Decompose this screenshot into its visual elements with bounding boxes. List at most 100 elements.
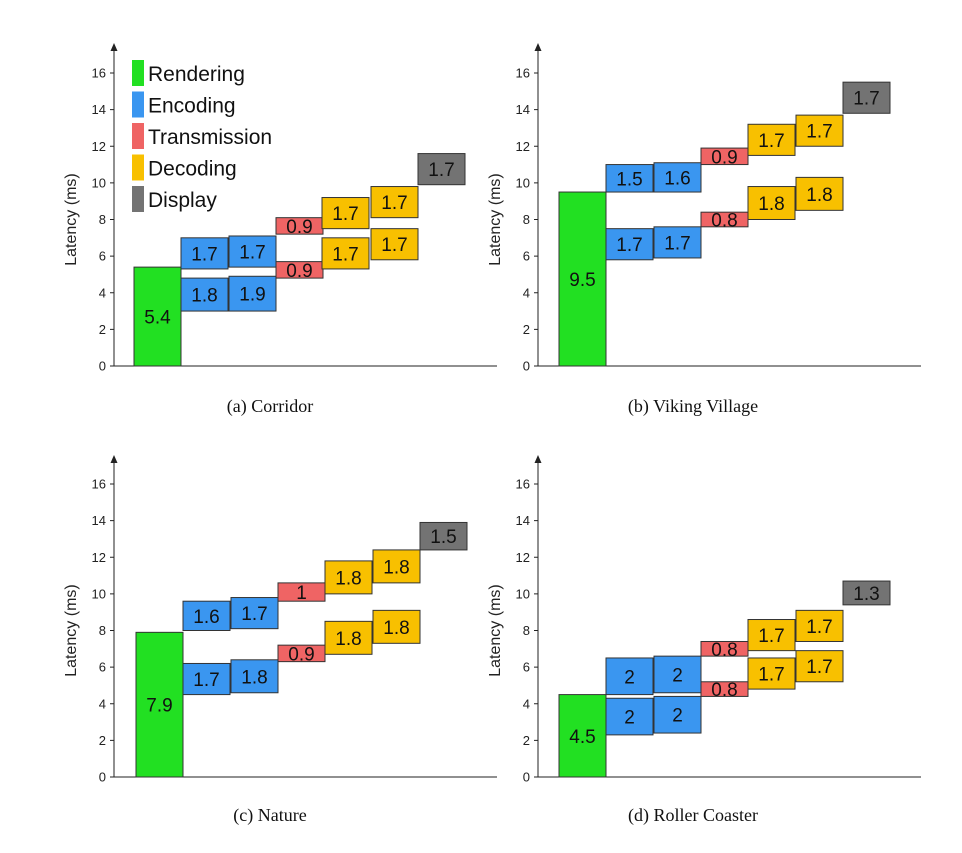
bar-decoding — [747, 186, 796, 221]
y-tick-label: 10 — [516, 175, 530, 190]
y-tick-label: 16 — [92, 66, 106, 81]
y-tick-label: 8 — [99, 212, 106, 227]
y-tick-label: 2 — [99, 733, 106, 748]
bar-decoding — [747, 123, 796, 156]
y-tick-label: 12 — [516, 139, 530, 154]
y-tick-label: 6 — [523, 660, 530, 675]
bar-label-transmission: 0.9 — [711, 147, 737, 168]
panel-caption: (a) Corridor — [227, 396, 313, 417]
y-axis-label: Latency (ms) — [63, 584, 80, 676]
y-tick-label: 14 — [516, 102, 530, 117]
bar-encoding — [230, 597, 279, 630]
bar-label-rendering: 9.5 — [569, 270, 595, 291]
bar-encoding — [230, 659, 279, 694]
bar-display — [417, 153, 466, 186]
panel-corridor: 0 2 4 6 8 10 12 14 16 Latency (ms) 5.4 1.8 1.9 1.7 1.7… — [63, 43, 497, 417]
bar-label-transmission: 0.8 — [711, 211, 737, 232]
bar-label-decoding: 1.8 — [383, 618, 409, 639]
bar-rendering — [558, 694, 607, 778]
y-tick-label: 10 — [92, 586, 106, 601]
bar-label-decoding: 1.7 — [806, 657, 832, 678]
panel-nature: 0 2 4 6 8 10 12 14 16 Latency (ms) 7.9 1.7 1.8 1.6 1.7… — [63, 455, 497, 826]
y-tick-label: 14 — [92, 102, 106, 117]
y-tick-label: 4 — [99, 285, 106, 300]
bar-decoding — [324, 620, 373, 655]
y-tick-label: 16 — [516, 477, 530, 492]
bar-label-transmission: 0.9 — [286, 217, 312, 238]
bar-encoding — [653, 655, 702, 694]
bar-label-rendering: 7.9 — [146, 696, 172, 717]
bar-label-rendering: 4.5 — [569, 727, 595, 748]
bar-display — [842, 580, 891, 606]
y-tick-label: 0 — [99, 770, 106, 785]
bar-label-encoding: 2 — [624, 708, 635, 729]
bar-label-decoding: 1.7 — [381, 193, 407, 214]
y-axis-label: Latency (ms) — [487, 173, 504, 265]
bar-label-decoding: 1.8 — [758, 194, 784, 215]
y-tick-label: 4 — [523, 285, 530, 300]
bar-label-encoding: 2 — [624, 667, 635, 688]
bar-rendering — [133, 266, 182, 367]
bar-label-decoding: 1.7 — [758, 131, 784, 152]
bar-decoding — [321, 197, 370, 230]
bar-encoding — [228, 235, 277, 268]
bar-decoding — [747, 619, 796, 652]
y-axis-label: Latency (ms) — [487, 584, 504, 676]
y-tick-label: 8 — [523, 212, 530, 227]
bar-label-decoding: 1.7 — [758, 626, 784, 647]
bar-label-rendering: 5.4 — [144, 308, 171, 329]
bar-label-encoding: 2 — [672, 706, 683, 727]
legend: Rendering Encoding Transmission Decoding Dis… — [132, 60, 272, 212]
bar-encoding — [605, 657, 654, 696]
bar-label-decoding: 1.8 — [335, 629, 361, 650]
legend-swatch-transmission — [132, 123, 144, 149]
legend-label-encoding: Encoding — [148, 95, 236, 118]
bar-encoding — [182, 600, 231, 632]
legend-label-display: Display — [148, 189, 217, 212]
bar-transmission — [700, 147, 749, 166]
y-tick-label: 6 — [99, 249, 106, 264]
legend-swatch-display — [132, 186, 144, 212]
bar-label-transmission: 0.9 — [288, 644, 314, 665]
bar-label-encoding: 1.5 — [616, 169, 642, 190]
bar-encoding — [180, 237, 229, 270]
bar-label-decoding: 1.7 — [381, 235, 407, 256]
bar-display — [842, 81, 891, 114]
bar-encoding — [605, 164, 654, 193]
bar-label-decoding: 1.8 — [806, 185, 832, 206]
y-tick-label: 2 — [523, 733, 530, 748]
bar-label-decoding: 1.7 — [332, 204, 358, 225]
y-tick-label: 8 — [99, 623, 106, 638]
bar-label-transmission: 0.9 — [286, 261, 312, 282]
bar-label-display: 1.5 — [430, 527, 456, 548]
bar-encoding — [180, 277, 229, 312]
bar-decoding — [370, 186, 419, 219]
bar-label-transmission: 0.8 — [711, 680, 737, 701]
panel-caption: (d) Roller Coaster — [628, 805, 758, 826]
bar-label-decoding: 1.8 — [335, 568, 361, 589]
bar-encoding — [653, 162, 702, 193]
legend-label-transmission: Transmission — [148, 126, 272, 149]
y-tick-label: 2 — [523, 322, 530, 337]
y-tick-label: 16 — [92, 477, 106, 492]
bar-label-decoding: 1.7 — [332, 244, 358, 265]
bar-label-encoding: 1.7 — [616, 235, 642, 256]
bar-display — [419, 521, 468, 551]
bar-encoding — [653, 226, 702, 259]
bar-label-decoding: 1.7 — [758, 665, 784, 686]
y-tick-label: 14 — [92, 513, 106, 528]
bar-rendering — [558, 191, 607, 367]
bar-decoding — [795, 176, 844, 211]
legend-swatch-decoding — [132, 154, 144, 181]
bar-decoding — [795, 114, 844, 147]
bar-decoding — [370, 228, 419, 261]
y-tick-label: 4 — [523, 696, 530, 711]
bar-label-encoding: 1.6 — [664, 168, 690, 189]
bar-label-encoding: 1.7 — [193, 670, 219, 691]
bar-decoding — [747, 657, 796, 690]
y-tick-label: 12 — [516, 550, 530, 565]
y-tick-label: 6 — [99, 660, 106, 675]
y-axis-label: Latency (ms) — [63, 173, 80, 265]
bar-encoding — [182, 662, 231, 696]
